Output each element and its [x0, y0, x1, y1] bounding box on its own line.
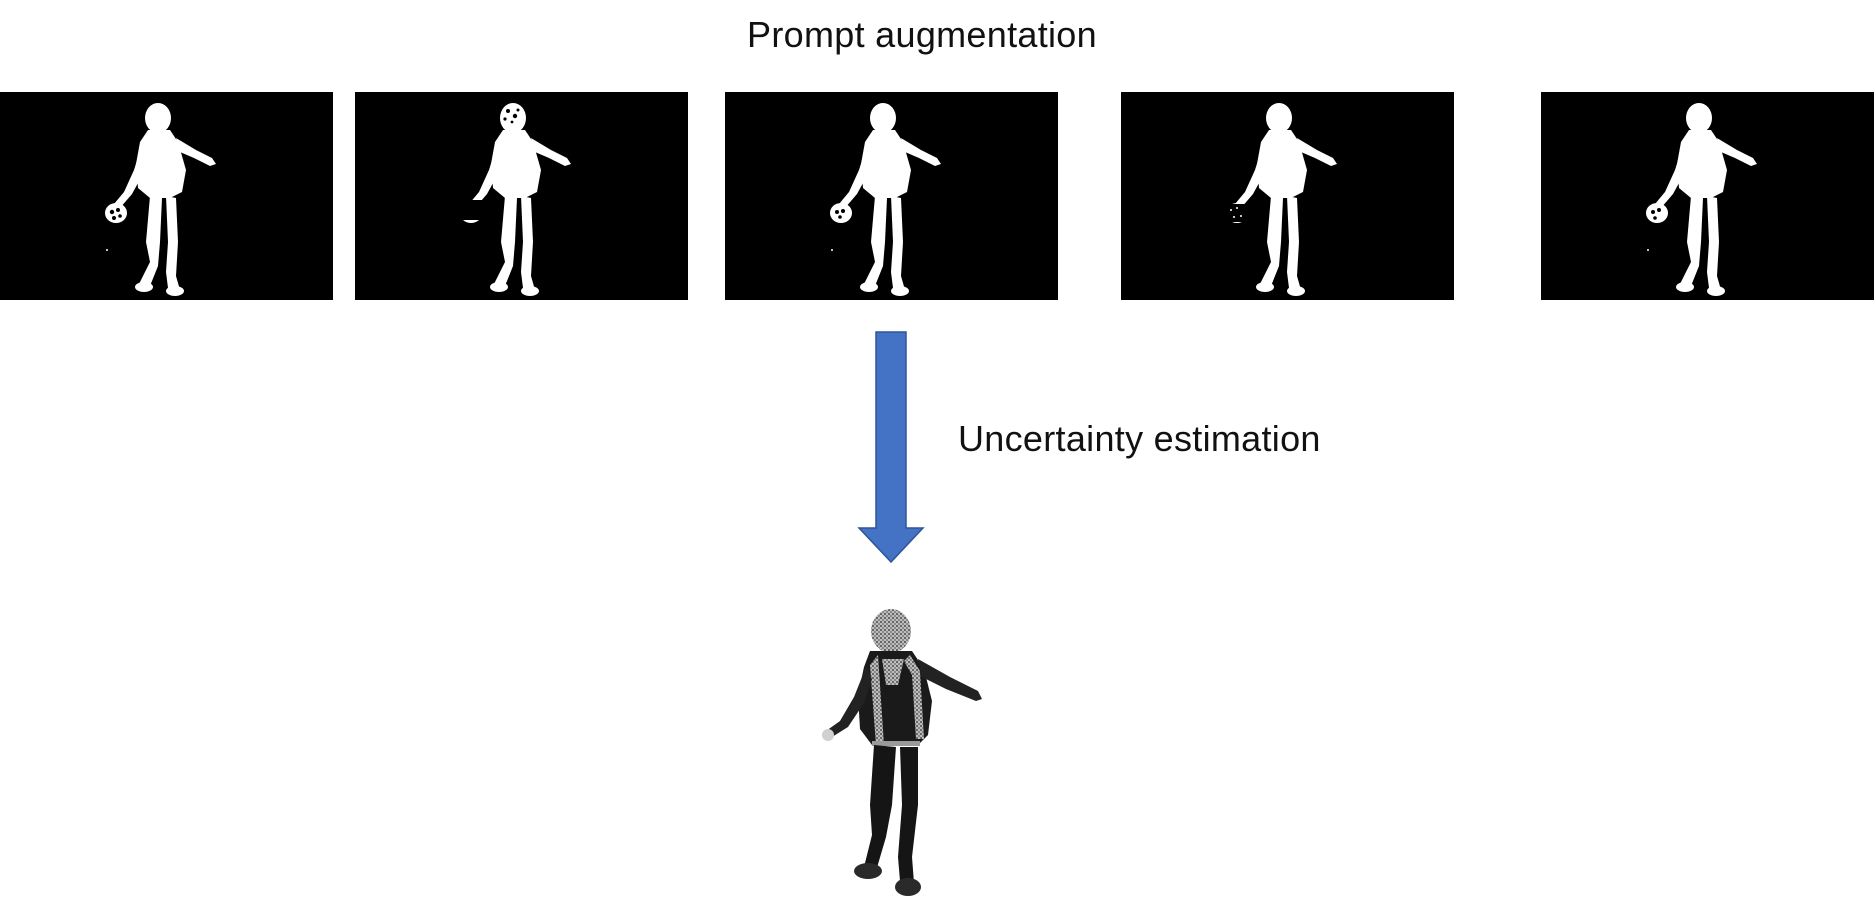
mask-panel-5	[1541, 92, 1874, 300]
mask-holes-head	[503, 108, 520, 124]
mask-holes-hand	[109, 208, 122, 220]
silhouette-mask-5	[1646, 103, 1757, 296]
step-label: Uncertainty estimation	[958, 418, 1321, 459]
silhouette-mask-2	[460, 103, 571, 296]
silhouette-mask-1	[105, 103, 216, 296]
mask-panel-4	[1121, 92, 1454, 300]
mask-holes-hand	[1651, 208, 1661, 220]
down-arrow-icon	[857, 331, 925, 564]
mask-holes-hand	[835, 209, 845, 219]
silhouette-mask-4	[1225, 103, 1337, 296]
mask-panel-3	[725, 92, 1058, 300]
sparse-hand-pixels	[1230, 207, 1242, 218]
silhouette-mask-3	[830, 103, 941, 296]
mask-panel-1	[0, 92, 333, 300]
figure-title: Prompt augmentation	[747, 14, 1097, 55]
uncertainty-map	[800, 605, 1000, 905]
mask-panel-2	[355, 92, 688, 300]
